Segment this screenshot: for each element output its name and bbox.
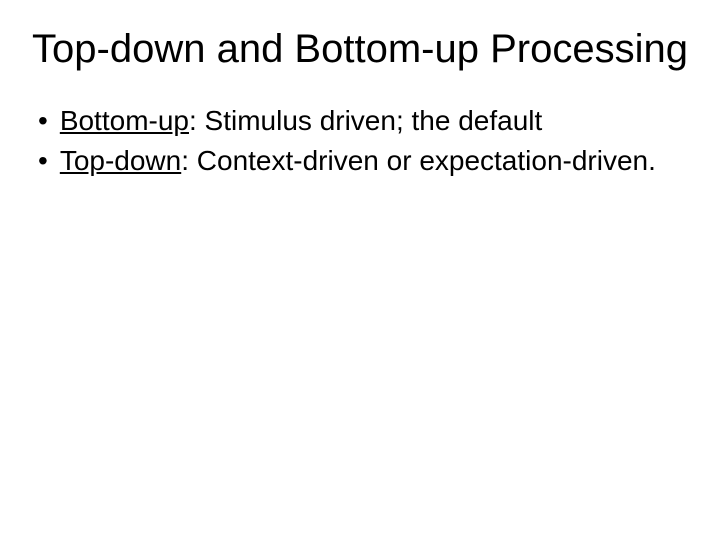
- list-item: • Top-down: Context-driven or expectatio…: [30, 143, 690, 179]
- bullet-term: Bottom-up: [60, 105, 189, 136]
- bullet-term: Top-down: [60, 145, 181, 176]
- bullet-list: • Bottom-up: Stimulus driven; the defaul…: [30, 103, 690, 180]
- bullet-text: Bottom-up: Stimulus driven; the default: [60, 103, 690, 139]
- bullet-text: Top-down: Context-driven or expectation-…: [60, 143, 690, 179]
- bullet-marker: •: [38, 143, 48, 179]
- bullet-definition: : Context-driven or expectation-driven.: [181, 145, 656, 176]
- list-item: • Bottom-up: Stimulus driven; the defaul…: [30, 103, 690, 139]
- slide-title: Top-down and Bottom-up Processing: [30, 25, 690, 73]
- bullet-marker: •: [38, 103, 48, 139]
- bullet-definition: : Stimulus driven; the default: [189, 105, 542, 136]
